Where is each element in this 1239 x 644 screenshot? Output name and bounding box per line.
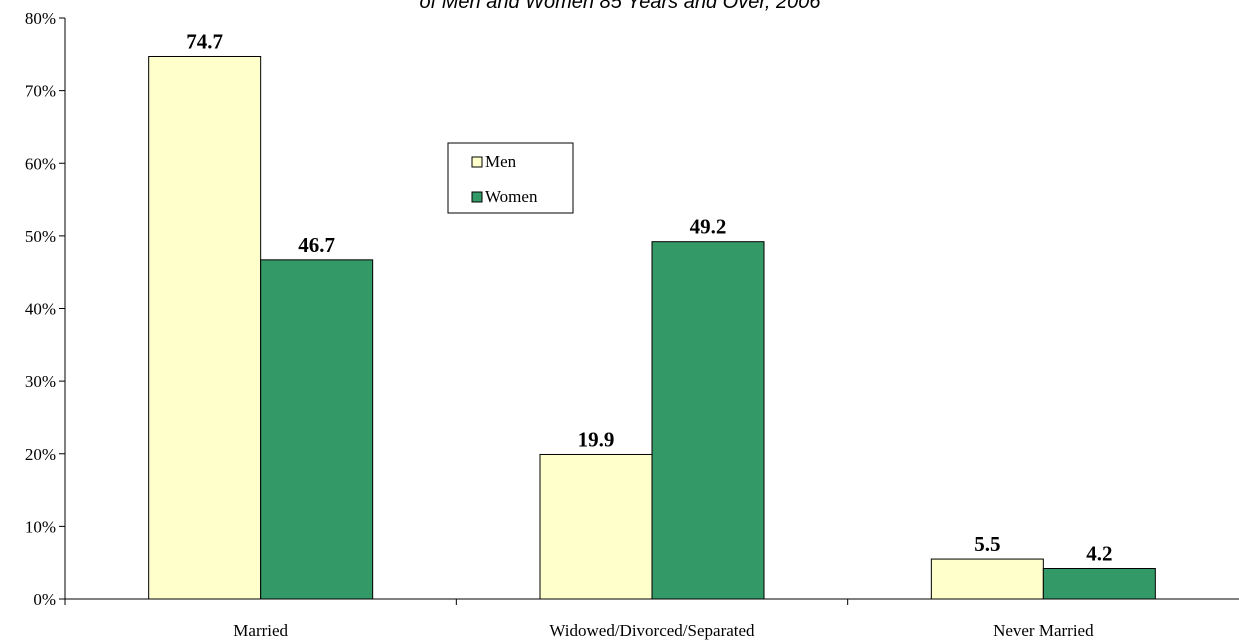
- axes: 0% 10% 20% 30% 40% 50% 60% 70% 80% Married Widowed…: [25, 9, 1239, 640]
- x-tick-label: Married: [233, 621, 288, 640]
- legend-box: [447, 142, 574, 214]
- y-tick-label: 40%: [25, 300, 56, 319]
- y-tick-label: 10%: [25, 517, 56, 536]
- data-labels: 74.7 19.9 5.5 46.7 49.2 4.2: [186, 29, 1112, 565]
- y-tick-label: 20%: [25, 445, 56, 464]
- bar-women-3: [1042, 567, 1156, 600]
- bars: [148, 55, 1156, 600]
- bar-women-1: [260, 259, 374, 600]
- bar-men-3: [930, 558, 1044, 600]
- bar-women-2: [651, 241, 765, 600]
- legend-label-women: Women: [485, 187, 538, 206]
- y-tick-label: 0%: [33, 590, 56, 609]
- x-tick-label: Never Married: [993, 621, 1094, 640]
- data-label: 4.2: [1086, 541, 1112, 565]
- legend-label-men: Men: [485, 152, 517, 171]
- x-tick-label: Widowed/Divorced/Separated: [549, 621, 755, 640]
- data-label: 19.9: [578, 427, 615, 451]
- legend-swatch-women: [471, 191, 483, 203]
- data-label: 46.7: [298, 233, 335, 257]
- chart-title: of Men and Women 85 Years and Over, 2006: [420, 0, 822, 13]
- y-tick-label: 60%: [25, 154, 56, 173]
- data-label: 49.2: [690, 215, 727, 239]
- y-tick-label: 70%: [25, 82, 56, 101]
- data-label: 5.5: [974, 532, 1000, 556]
- y-tick-label: 50%: [25, 227, 56, 246]
- data-label: 74.7: [186, 29, 223, 53]
- bar-men-2: [539, 453, 653, 600]
- bar-men-1: [148, 55, 262, 600]
- y-tick-label: 30%: [25, 372, 56, 391]
- legend-swatch-men: [471, 156, 483, 168]
- y-tick-label: 80%: [25, 9, 56, 28]
- legend: Men Women: [447, 142, 574, 214]
